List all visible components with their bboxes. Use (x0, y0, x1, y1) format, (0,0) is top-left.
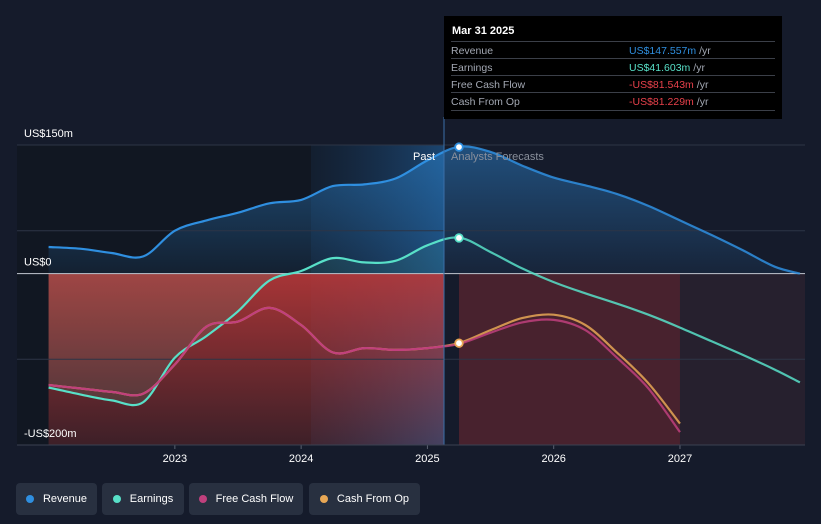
free-cash-flow-dot-icon (198, 495, 207, 503)
earnings-area (48, 239, 444, 406)
tooltip-date: Mar 31 2025 (452, 25, 515, 37)
y-tick-label: US$150m (24, 128, 73, 140)
legend-label: Cash From Op (336, 493, 410, 505)
x-tick-label: 2025 (415, 453, 439, 465)
tooltip-row-earnings: Earnings US$41.603m/yr (451, 58, 775, 76)
tooltip-row-free-cash-flow: Free Cash Flow -US$81.543m/yr (451, 75, 775, 93)
tooltip-value: -US$81.229m/yr (629, 96, 709, 108)
tooltip-label: Revenue (451, 45, 494, 57)
cash-from-op-point (454, 338, 464, 348)
forecast-label: Analysts Forecasts (451, 151, 544, 163)
revenue-dot-icon (25, 495, 34, 503)
cash-from-op-dot-icon (319, 495, 328, 503)
x-tick-label: 2023 (163, 453, 187, 465)
legend-free-cash-flow[interactable]: Free Cash Flow (189, 483, 303, 515)
legend-earnings[interactable]: Earnings (102, 483, 184, 515)
earnings-dot-icon (112, 495, 121, 503)
cash-from-op-forecast-line (444, 313, 681, 425)
free-cash-flow-forecast-line (444, 318, 681, 433)
tooltip-label: Free Cash Flow (451, 79, 526, 91)
legend-label: Revenue (42, 493, 88, 505)
free-cash-flow-line (48, 306, 444, 397)
past-label: Past (413, 151, 435, 163)
revenue-area (48, 146, 800, 274)
x-tick-label: 2026 (541, 453, 565, 465)
legend-label: Free Cash Flow (215, 493, 294, 505)
y-tick-label: -US$200m (24, 428, 77, 440)
legend-label: Earnings (129, 493, 174, 505)
revenue-forecast-line (444, 145, 801, 275)
legend-revenue[interactable]: Revenue (16, 483, 97, 515)
tooltip-value: -US$81.543m/yr (629, 79, 709, 91)
earnings-forecast-line (444, 236, 801, 384)
x-tick-label: 2027 (668, 453, 692, 465)
tooltip-value: US$41.603m/yr (629, 62, 705, 74)
tooltip: Mar 31 2025 Revenue US$147.557m/yr Earni… (444, 16, 782, 119)
tooltip-value: US$147.557m/yr (629, 45, 711, 57)
tooltip-label: Earnings (451, 62, 493, 74)
x-tick-label: 2024 (289, 453, 313, 465)
tooltip-label: Cash From Op (451, 96, 520, 108)
earnings-line (48, 238, 444, 407)
earnings-point (454, 233, 464, 243)
y-tick-label: US$0 (24, 257, 52, 269)
revenue-point (454, 142, 464, 152)
revenue-line (48, 150, 444, 259)
legend-cash-from-op[interactable]: Cash From Op (309, 483, 420, 515)
tooltip-row-cash-from-op: Cash From Op -US$81.229m/yr (451, 92, 775, 111)
tooltip-row-revenue: Revenue US$147.557m/yr (451, 41, 775, 59)
